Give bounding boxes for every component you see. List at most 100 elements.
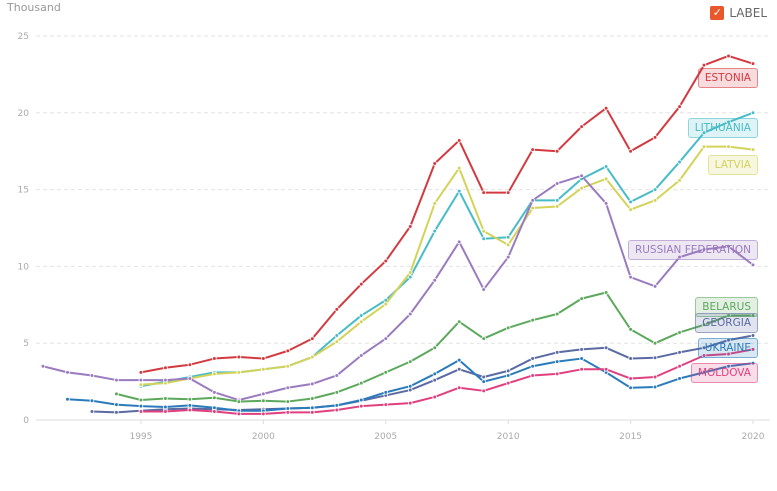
- data-point: [114, 391, 119, 397]
- data-point: [163, 365, 168, 371]
- data-point: [628, 207, 633, 212]
- series-label-latvia: LATVIA: [707, 155, 758, 175]
- label-toggle[interactable]: ✓ LABEL: [710, 6, 767, 20]
- data-point: [628, 199, 633, 205]
- series-line-moldova: [140, 348, 754, 415]
- data-point: [456, 319, 462, 324]
- data-point: [65, 370, 70, 375]
- data-point: [358, 380, 364, 386]
- data-point: [138, 397, 144, 403]
- data-point: [579, 347, 584, 352]
- data-point: [285, 406, 291, 411]
- data-point: [89, 398, 95, 404]
- data-point: [432, 228, 438, 234]
- data-point: [481, 287, 486, 292]
- data-point: [579, 356, 584, 361]
- data-point: [358, 281, 364, 287]
- x-tick-label: 2005: [374, 432, 397, 442]
- data-point: [481, 228, 486, 234]
- data-point: [212, 356, 217, 361]
- data-point: [138, 403, 144, 409]
- data-point: [505, 368, 511, 374]
- data-point: [138, 409, 144, 414]
- data-point: [114, 410, 119, 415]
- data-point: [652, 340, 658, 346]
- data-point: [334, 339, 340, 344]
- label-toggle-text: LABEL: [729, 6, 767, 20]
- data-point: [701, 130, 707, 136]
- data-point: [261, 411, 266, 417]
- data-point: [726, 351, 731, 357]
- series-line-georgia: [91, 334, 754, 414]
- y-tick-label: 10: [18, 262, 30, 272]
- data-point: [505, 242, 511, 248]
- data-point: [505, 234, 511, 240]
- data-point: [236, 370, 242, 375]
- data-point: [628, 274, 633, 280]
- data-point: [334, 307, 340, 312]
- series-label-russian-federation: RUSSIAN FEDERATION: [627, 240, 758, 260]
- x-tick-label: 2010: [497, 432, 520, 442]
- data-point: [334, 333, 340, 338]
- data-point: [530, 373, 535, 378]
- data-point: [603, 164, 609, 169]
- data-point: [530, 317, 535, 323]
- data-point: [432, 377, 438, 383]
- data-point: [358, 313, 364, 318]
- series-line-estonia: [140, 54, 754, 374]
- data-point: [701, 370, 707, 375]
- data-point: [261, 367, 266, 372]
- data-point: [212, 371, 217, 377]
- checkbox-checked-icon[interactable]: ✓: [710, 6, 725, 20]
- data-point: [579, 185, 584, 191]
- data-point: [236, 411, 242, 417]
- data-point: [530, 205, 535, 211]
- data-point: [677, 330, 682, 335]
- data-point: [310, 396, 315, 401]
- data-point: [187, 362, 193, 368]
- data-point: [187, 376, 193, 381]
- data-point: [603, 345, 609, 351]
- data-point: [554, 198, 560, 203]
- data-point: [456, 188, 462, 194]
- x-tick-label: 2015: [619, 432, 642, 442]
- data-point: [603, 176, 609, 182]
- data-point: [383, 336, 389, 341]
- data-point: [603, 201, 609, 206]
- data-point: [677, 376, 682, 381]
- data-point: [505, 254, 511, 260]
- data-point: [187, 396, 193, 402]
- data-point: [358, 397, 364, 403]
- data-point: [456, 138, 462, 143]
- data-point: [554, 350, 560, 355]
- data-point: [334, 407, 340, 413]
- data-point: [481, 374, 486, 380]
- data-point: [505, 373, 511, 378]
- data-point: [603, 105, 609, 111]
- data-point: [358, 403, 364, 409]
- data-point: [187, 407, 193, 413]
- data-point: [481, 388, 486, 394]
- data-point: [65, 396, 70, 402]
- data-point: [750, 61, 756, 66]
- data-point: [603, 367, 609, 372]
- data-point: [481, 379, 486, 384]
- data-point: [212, 395, 217, 401]
- data-point: [358, 353, 364, 358]
- x-tick-label: 2000: [252, 432, 275, 442]
- data-point: [750, 347, 756, 352]
- data-point: [358, 319, 364, 324]
- data-point: [138, 377, 144, 383]
- series-label-estonia: ESTONIA: [697, 68, 758, 88]
- data-point: [261, 356, 266, 361]
- series-label-lithuania: LITHUANIA: [687, 118, 758, 138]
- data-point: [750, 333, 756, 338]
- data-point: [432, 345, 438, 351]
- data-point: [750, 147, 756, 152]
- data-point: [334, 403, 340, 408]
- data-point: [579, 296, 584, 301]
- data-point: [114, 402, 119, 407]
- data-point: [554, 371, 560, 377]
- data-point: [310, 410, 315, 415]
